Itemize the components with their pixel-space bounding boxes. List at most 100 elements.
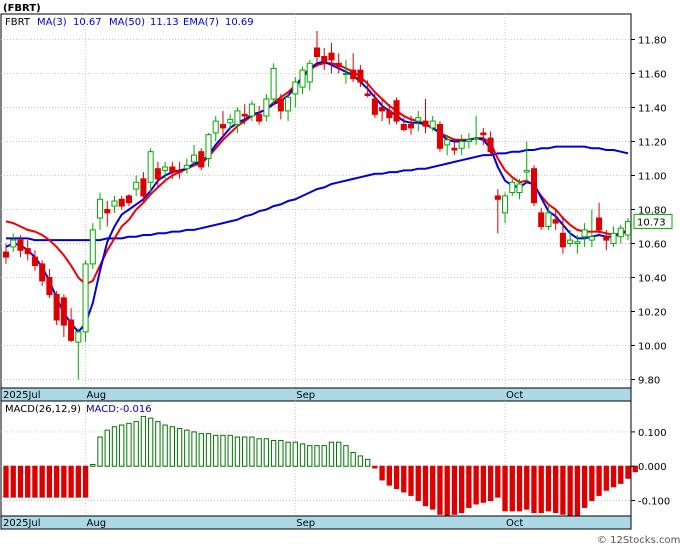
- candle: [256, 105, 263, 125]
- candle: [342, 59, 349, 84]
- macd-bar: [364, 458, 371, 467]
- candle: [191, 144, 198, 167]
- candle: [321, 48, 328, 71]
- price-panel: [0, 13, 632, 389]
- macd-bar: [278, 439, 284, 467]
- candle-body: [104, 209, 111, 214]
- candle: [270, 63, 277, 105]
- candle: [104, 201, 111, 227]
- candle: [588, 209, 595, 247]
- candle-body: [75, 331, 82, 343]
- macd-bar: [415, 465, 421, 502]
- candle: [530, 165, 538, 207]
- candle: [162, 161, 169, 179]
- candle-body: [2, 251, 10, 258]
- candle: [494, 189, 501, 234]
- candle-body: [393, 100, 400, 122]
- candle-body: [147, 151, 154, 183]
- candle-body: [436, 124, 443, 149]
- macd-bar: [111, 426, 118, 467]
- macd-legend: MACD(26,12,9) MACD:-0.016: [5, 404, 152, 415]
- macd-bar: [509, 465, 515, 512]
- candle: [75, 328, 82, 380]
- macd-x-axis-band: [0, 515, 632, 530]
- macd-xtick-label: Aug: [87, 518, 107, 529]
- macd-bar: [625, 465, 631, 479]
- macd-bar: [32, 465, 38, 498]
- macd-legend-value: MACD:-0.016: [86, 404, 152, 415]
- macd-bar: [82, 465, 89, 498]
- candle: [219, 110, 227, 139]
- candle: [60, 294, 67, 337]
- price-ytick-label: 9.80: [638, 376, 660, 387]
- macd-bar: [567, 465, 573, 519]
- candle: [357, 65, 364, 88]
- candle: [509, 178, 516, 196]
- candle-body: [581, 229, 588, 238]
- macd-bar: [531, 465, 537, 514]
- macd-bar: [401, 465, 407, 493]
- candle: [436, 121, 443, 152]
- candle: [603, 229, 610, 251]
- last-price-badge-text: 10.73: [637, 217, 666, 228]
- candle-body: [574, 241, 581, 245]
- macd-ytick-label: 0.000: [638, 462, 667, 473]
- price-xtick-label: Aug: [87, 390, 107, 401]
- macd-bar: [350, 451, 356, 467]
- candle: [386, 104, 393, 125]
- macd-bar: [292, 441, 298, 467]
- candle: [407, 116, 415, 135]
- candle: [313, 31, 321, 67]
- candle-body: [17, 239, 24, 251]
- candle-body: [444, 139, 451, 146]
- candle: [39, 260, 46, 286]
- price-ytick-label: 10.20: [638, 308, 667, 319]
- candle-body: [292, 81, 299, 95]
- candle: [241, 104, 248, 125]
- candle: [574, 235, 581, 254]
- macd-bar: [53, 465, 60, 498]
- legend-ma3-value: 10.67: [73, 17, 102, 28]
- candle: [133, 175, 140, 196]
- macd-bar: [191, 431, 197, 467]
- price-ytick-label: 11.00: [638, 172, 667, 183]
- macd-bar: [307, 445, 313, 467]
- candle: [364, 80, 371, 98]
- macd-bar: [328, 441, 335, 467]
- candle: [400, 117, 407, 132]
- candle-body: [451, 147, 458, 151]
- candle: [118, 195, 125, 210]
- candle: [285, 93, 292, 122]
- candle: [234, 107, 241, 133]
- candle-body: [133, 181, 140, 190]
- candle: [465, 133, 472, 149]
- macd-bar: [408, 465, 414, 496]
- candle-body: [46, 277, 53, 295]
- candle: [371, 93, 378, 118]
- candle: [473, 116, 480, 145]
- candle: [567, 229, 574, 247]
- macd-bar: [545, 465, 552, 512]
- last-price-badge: 10.73: [633, 213, 673, 229]
- candle-body: [219, 124, 227, 129]
- candle-body: [523, 169, 530, 173]
- macd-bar: [495, 465, 501, 498]
- macd-bar: [581, 465, 588, 508]
- candle: [140, 172, 147, 203]
- candle-body: [342, 73, 349, 75]
- macd-bar: [213, 434, 219, 467]
- macd-bar: [386, 465, 392, 486]
- candle-body: [516, 183, 523, 193]
- candle-body: [191, 154, 198, 163]
- price-ytick-label: 10.60: [638, 240, 667, 251]
- candle: [212, 116, 219, 142]
- candle-body: [530, 168, 538, 204]
- macd-legend-params: MACD(26,12,9): [5, 404, 81, 415]
- candle: [277, 93, 284, 120]
- candle: [227, 114, 234, 130]
- macd-bar: [3, 465, 9, 498]
- macd-bar: [90, 464, 96, 467]
- price-ytick-label: 11.20: [638, 138, 667, 149]
- candle-body: [538, 212, 545, 227]
